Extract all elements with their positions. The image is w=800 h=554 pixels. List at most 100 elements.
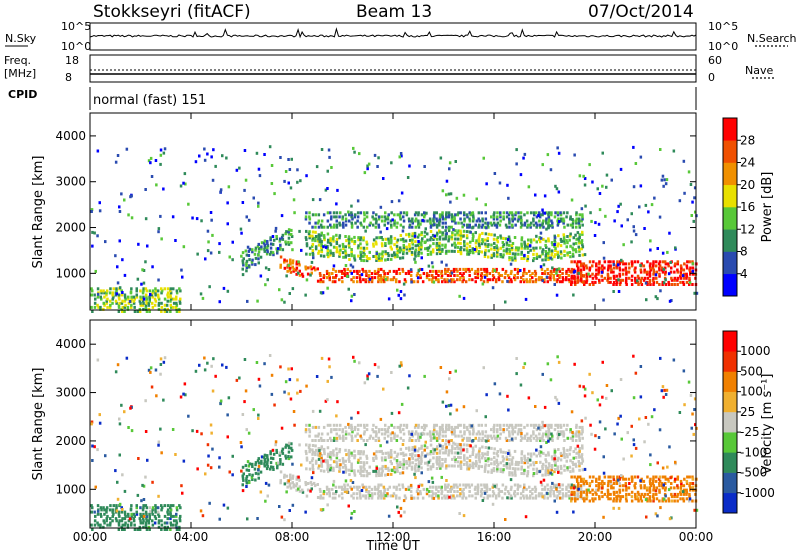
- heatmap-cell: [584, 204, 587, 208]
- heatmap-cell: [399, 248, 403, 252]
- heatmap-cell: [471, 432, 475, 436]
- heatmap-cell: [320, 432, 324, 436]
- heatmap-cell: [383, 436, 386, 440]
- heatmap-cell: [616, 475, 619, 479]
- colorbar-tick-label: 4: [740, 267, 748, 281]
- heatmap-cell: [179, 184, 183, 188]
- heatmap-cell: [175, 514, 178, 518]
- heatmap-cell: [317, 466, 320, 470]
- heatmap-cell: [558, 490, 562, 493]
- heatmap-cell: [438, 458, 441, 462]
- heatmap-cell: [456, 231, 459, 235]
- heatmap-cell: [386, 434, 390, 438]
- heatmap-cell: [523, 362, 527, 366]
- heatmap-cell: [429, 452, 432, 456]
- heatmap-cell: [329, 430, 333, 434]
- heatmap-cell: [241, 261, 245, 265]
- heatmap-cell: [435, 451, 439, 455]
- heatmap-cell: [287, 158, 290, 161]
- heatmap-cell: [246, 460, 250, 464]
- heatmap-cell: [151, 519, 154, 523]
- heatmap-cell: [305, 443, 308, 447]
- heatmap-cell: [298, 229, 301, 233]
- heatmap-cell: [656, 247, 659, 250]
- heatmap-cell: [602, 256, 606, 260]
- heatmap-cell: [499, 432, 502, 436]
- heatmap-cell: [257, 250, 261, 254]
- heatmap-cell: [338, 215, 341, 219]
- heatmap-cell: [288, 482, 292, 486]
- heatmap-cell: [580, 219, 583, 223]
- heatmap-cell: [474, 492, 477, 496]
- heatmap-cell: [314, 221, 317, 225]
- heatmap-cell: [359, 450, 363, 454]
- heatmap-cell: [311, 238, 314, 242]
- heatmap-cell: [166, 307, 169, 311]
- heatmap-cell: [401, 451, 405, 455]
- heatmap-cell: [433, 428, 436, 432]
- heatmap-cell: [609, 260, 612, 264]
- heatmap-cell: [644, 203, 648, 207]
- heatmap-cell: [214, 164, 217, 168]
- heatmap-cell: [141, 291, 145, 295]
- heatmap-cell: [391, 494, 395, 498]
- heatmap-cell: [438, 436, 441, 440]
- heatmap-cell: [344, 223, 348, 227]
- heatmap-cell: [105, 517, 108, 521]
- heatmap-cell: [538, 428, 542, 432]
- heatmap-cell: [174, 523, 178, 527]
- heatmap-cell: [139, 519, 142, 523]
- heatmap-cell: [493, 436, 497, 440]
- heatmap-cell: [575, 237, 578, 241]
- heatmap-cell: [475, 432, 479, 436]
- heatmap-cell: [532, 246, 535, 250]
- heatmap-cell: [169, 508, 173, 512]
- heatmap-cell: [459, 423, 462, 427]
- heatmap-cell: [561, 272, 564, 275]
- heatmap-cell: [371, 278, 374, 282]
- heatmap-cell: [356, 215, 360, 219]
- heatmap-cell: [591, 479, 594, 483]
- heatmap-cell: [402, 423, 406, 427]
- heatmap-cell: [607, 264, 610, 268]
- heatmap-cell: [453, 274, 456, 277]
- heatmap-cell: [526, 496, 529, 500]
- heatmap-cell: [664, 486, 667, 490]
- heatmap-cell: [461, 438, 464, 442]
- heatmap-cell: [545, 466, 548, 470]
- heatmap-cell: [615, 264, 618, 268]
- heatmap-cell: [200, 432, 203, 436]
- heatmap-cell: [368, 277, 372, 281]
- heatmap-cell: [163, 297, 167, 301]
- heatmap-cell: [612, 280, 616, 284]
- heatmap-cell: [664, 482, 667, 485]
- heatmap-cell: [535, 461, 538, 464]
- heatmap-cell: [326, 454, 330, 458]
- heatmap-cell: [338, 236, 341, 240]
- heatmap-cell: [408, 219, 411, 223]
- heatmap-cell: [499, 423, 502, 427]
- heatmap-cell: [493, 172, 497, 175]
- heatmap-cell: [535, 448, 538, 452]
- heatmap-cell: [99, 512, 102, 516]
- heatmap-cell: [502, 253, 505, 257]
- heatmap-cell: [654, 295, 658, 299]
- heatmap-cell: [350, 252, 353, 256]
- heatmap-cell: [513, 276, 516, 280]
- heatmap-cell: [504, 300, 507, 304]
- heatmap-cell: [241, 273, 245, 277]
- heatmap-cell: [319, 452, 322, 456]
- heatmap-cell: [481, 223, 484, 227]
- heatmap-cell: [98, 421, 102, 425]
- heatmap-cell: [481, 240, 485, 244]
- heatmap-cell: [417, 454, 420, 458]
- heatmap-cell: [652, 495, 655, 499]
- heatmap-cell: [516, 485, 520, 489]
- heatmap-cell: [341, 465, 345, 469]
- heatmap-cell: [432, 221, 436, 225]
- heatmap-cell: [451, 432, 454, 436]
- heatmap-cell: [404, 280, 408, 284]
- heatmap-cell: [679, 270, 682, 274]
- heatmap-cell: [613, 219, 616, 223]
- heatmap-cell: [682, 283, 686, 286]
